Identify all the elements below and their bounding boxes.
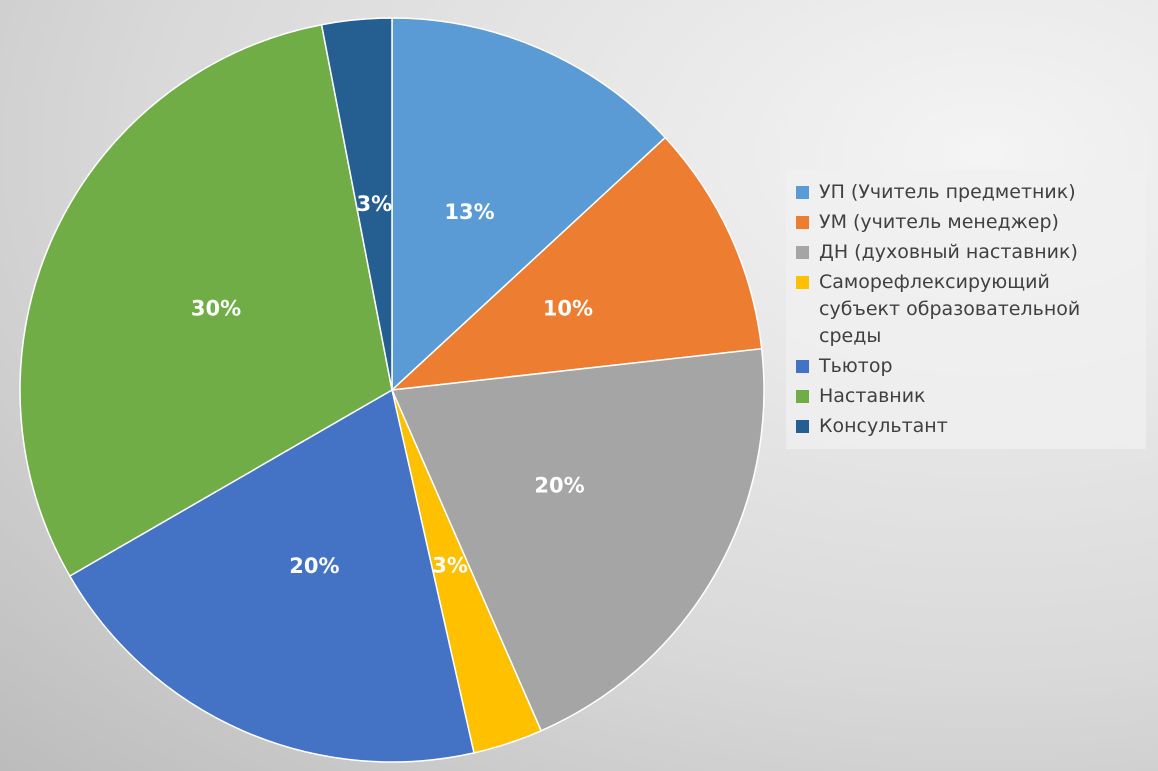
legend-label: Саморефлексирующий субъект образовательн…: [819, 271, 1081, 347]
legend-label: УМ (учитель менеджер): [819, 211, 1059, 233]
legend-item: ДН (духовный наставник): [796, 239, 1136, 266]
legend-label: ДН (духовный наставник): [819, 241, 1078, 263]
legend-label: УП (Учитель предметник): [819, 181, 1076, 203]
pie-slice: [391, 17, 667, 392]
pie-slice: [19, 23, 393, 578]
legend-swatch: [796, 360, 809, 373]
data-label: 10%: [543, 297, 593, 321]
legend-swatch: [796, 246, 809, 259]
legend-item: УП (Учитель предметник): [796, 179, 1136, 206]
data-label: 13%: [444, 200, 494, 224]
legend-swatch: [796, 216, 809, 229]
data-label: 3%: [356, 192, 392, 216]
legend-item: Саморефлексирующий субъект образовательн…: [796, 269, 1136, 350]
data-label: 20%: [534, 474, 584, 498]
legend-item: УМ (учитель менеджер): [796, 209, 1136, 236]
legend-swatch: [796, 390, 809, 403]
legend-swatch: [796, 420, 809, 433]
legend-label: Наставник: [819, 385, 926, 407]
pie-slice: [68, 388, 475, 763]
legend-swatch: [796, 276, 809, 289]
pie-slice: [389, 136, 763, 391]
data-label: 3%: [432, 554, 468, 578]
data-label: 20%: [289, 554, 339, 578]
pie-slice: [320, 17, 393, 391]
legend-label: Консультант: [819, 415, 948, 437]
legend-item: Тьютор: [796, 353, 1136, 380]
legend-item: Наставник: [796, 383, 1136, 410]
legend-swatch: [796, 186, 809, 199]
legend-label: Тьютор: [819, 355, 893, 377]
legend: УП (Учитель предметник) УМ (учитель менед…: [786, 170, 1146, 449]
data-label: 30%: [191, 297, 241, 321]
legend-item: Консультант: [796, 413, 1136, 440]
pie-slice: [390, 347, 765, 732]
